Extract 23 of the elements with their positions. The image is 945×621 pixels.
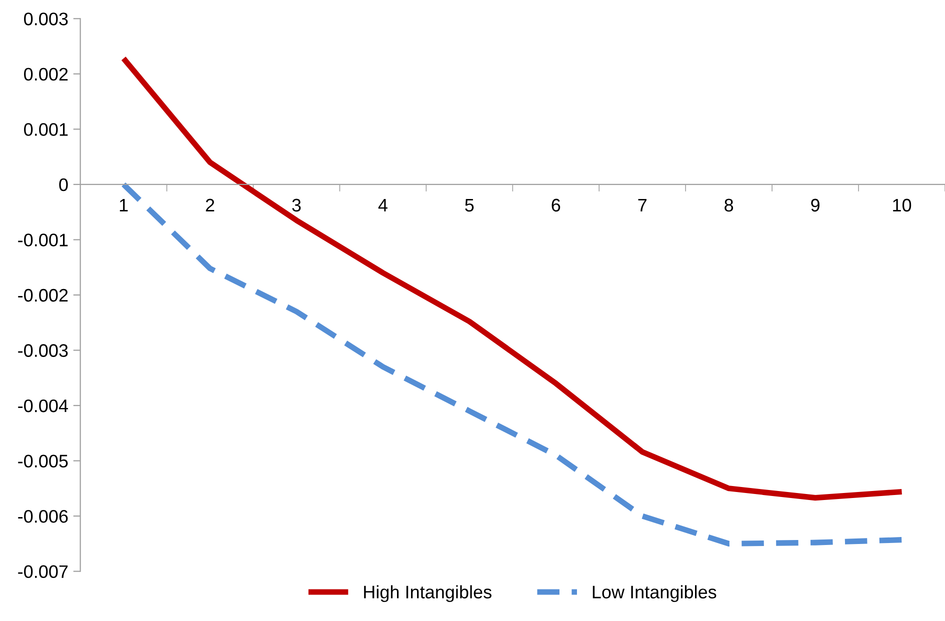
x-tick-label: 9 [811,198,820,212]
y-tick-label: 0.003 [24,12,68,26]
x-tick-label: 4 [378,198,388,212]
x-tick-label: 5 [465,198,474,212]
x-tick-label: 2 [206,198,214,212]
y-tick-label: -0.001 [18,234,68,246]
y-tick-label: 0 [59,178,68,192]
x-tick-label: 1 [120,198,128,212]
y-tick-label: -0.007 [18,565,68,578]
x-tick-label: 7 [638,198,646,212]
y-tick-label: -0.002 [18,288,68,302]
y-tick-label: -0.005 [18,454,68,468]
x-tick-label: 8 [724,198,734,212]
x-tick-label: 6 [552,198,560,212]
y-tick-label: -0.003 [18,344,68,357]
legend-label: High Intangibles [364,585,492,602]
y-tick-label: 0.001 [24,123,68,136]
y-tick-label: -0.004 [18,399,68,412]
legend-label: Low Intangibles [592,585,716,602]
y-tick-label: -0.006 [18,510,68,523]
y-tick-label: 0.002 [24,68,68,81]
x-tick-label: 10 [893,198,912,212]
x-tick-label: 3 [292,198,301,212]
